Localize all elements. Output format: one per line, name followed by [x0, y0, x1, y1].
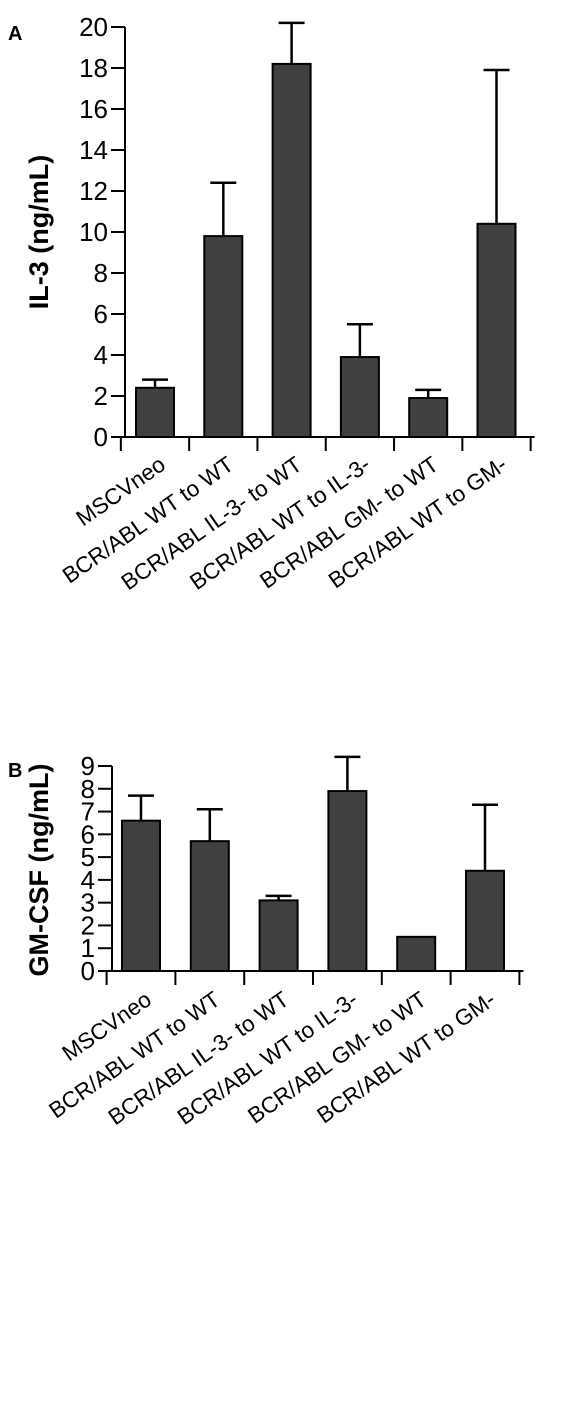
bar — [121, 819, 161, 973]
y-tick-label: 3 — [81, 888, 95, 918]
y-tick-label: 2 — [81, 910, 95, 940]
bar — [258, 899, 299, 973]
y-tick-label: 16 — [79, 94, 108, 124]
bar — [339, 356, 380, 438]
bar — [203, 235, 244, 438]
y-tick-label: 1 — [81, 933, 95, 963]
y-tick-label: 0 — [94, 422, 108, 452]
y-tick-label: 7 — [81, 797, 95, 827]
bar — [408, 397, 449, 438]
y-tick-label: 4 — [81, 865, 95, 895]
y-tick-label: 12 — [79, 176, 108, 206]
y-tick-label: 6 — [81, 819, 95, 849]
y-tick-label: 4 — [94, 340, 108, 370]
y-tick-label: 8 — [81, 774, 95, 804]
panel-letter: B — [8, 760, 22, 782]
y-tick-label: 20 — [79, 12, 108, 42]
bar — [271, 62, 312, 439]
y-axis-title: IL-3 (ng/mL) — [24, 155, 54, 309]
y-tick-label: 18 — [79, 53, 108, 83]
bar — [327, 790, 368, 972]
y-tick-label: 9 — [81, 751, 95, 781]
y-tick-label: 14 — [79, 135, 108, 165]
bar — [396, 935, 437, 972]
y-tick-label: 5 — [81, 842, 95, 872]
y-axis-title: GM-CSF (ng/mL) — [24, 764, 54, 977]
panel-letter: A — [8, 23, 22, 45]
y-tick-label: 8 — [94, 258, 108, 288]
bar — [476, 222, 517, 438]
bar — [135, 386, 175, 438]
bar — [189, 840, 230, 973]
y-tick-label: 2 — [94, 381, 108, 411]
y-tick-label: 6 — [94, 299, 108, 329]
y-tick-label: 0 — [81, 956, 95, 986]
y-tick-label: 10 — [79, 217, 108, 247]
bar — [465, 869, 505, 972]
panel-b-chart: B GM-CSF (ng/mL) 0123456789MSCVneoBCR/ABL … — [8, 751, 524, 1130]
panel-a-chart: AIL-3 (ng/mL)02468101214161820MSCVneoBCR… — [8, 12, 535, 595]
